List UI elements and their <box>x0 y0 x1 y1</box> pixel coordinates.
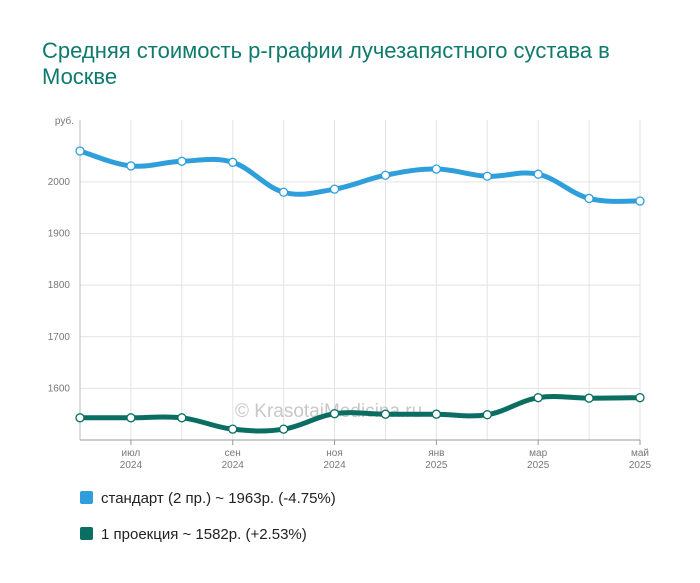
chart-series <box>75 146 645 434</box>
data-point <box>584 193 594 204</box>
y-tick-label: 2000 <box>48 177 71 188</box>
x-tick-label-year: 2024 <box>222 460 245 471</box>
y-tick-label: 1800 <box>48 280 71 291</box>
data-point <box>584 393 594 403</box>
data-point <box>329 409 340 419</box>
chart-grid <box>79 120 641 440</box>
data-point <box>228 424 238 434</box>
data-point <box>482 410 492 420</box>
x-tick-label-month: июл <box>122 448 141 459</box>
data-point <box>380 170 391 180</box>
data-point <box>278 424 289 434</box>
data-point <box>482 171 492 181</box>
x-tick-label-year: 2025 <box>629 460 652 471</box>
data-point <box>329 184 340 194</box>
data-point <box>126 413 136 423</box>
x-tick-label-month: янв <box>428 448 444 459</box>
data-point <box>635 393 645 403</box>
data-point <box>126 161 136 171</box>
data-point <box>533 393 543 403</box>
y-unit-label: руб. <box>55 115 74 127</box>
x-tick-label-month: ноя <box>326 448 343 459</box>
watermark: © KrasotaiMedicina.ru <box>235 401 422 422</box>
data-point <box>228 157 238 167</box>
data-point <box>431 164 442 174</box>
data-point <box>177 413 187 423</box>
x-tick-label-year: 2025 <box>527 460 550 471</box>
x-tick-label-month: сен <box>225 448 241 459</box>
chart-title: Средняя стоимость р-графии лучезапястног… <box>42 38 610 89</box>
data-point <box>75 413 85 423</box>
series-0 <box>75 146 645 206</box>
y-tick-label: 1600 <box>48 383 71 394</box>
y-tick-label: 1700 <box>48 332 71 343</box>
y-tick-label: 1900 <box>48 229 71 240</box>
legend-label-one-projection: 1 проекция ~ 1582р. (+2.53%) <box>101 526 307 543</box>
legend-item-one-projection[interactable]: 1 проекция ~ 1582р. (+2.53%) <box>80 526 307 543</box>
x-tick-label-month: май <box>631 448 649 459</box>
legend-item-standard[interactable]: стандарт (2 пр.) ~ 1963р. (-4.75%) <box>80 490 336 507</box>
data-point <box>177 156 187 166</box>
chart-axes: 16001700180019002000руб.июл2024сен2024но… <box>48 115 652 471</box>
data-point <box>75 146 85 156</box>
data-point <box>278 187 289 197</box>
data-point <box>380 409 391 419</box>
data-point <box>635 196 645 206</box>
data-point <box>533 169 543 179</box>
series-1 <box>75 393 645 434</box>
legend-swatch-standard <box>80 491 93 504</box>
x-tick-label-year: 2024 <box>120 460 143 471</box>
legend-label-standard: стандарт (2 пр.) ~ 1963р. (-4.75%) <box>101 490 336 507</box>
x-tick-label-year: 2024 <box>323 460 346 471</box>
legend-swatch-one-projection <box>80 527 93 540</box>
data-point <box>431 409 442 419</box>
x-tick-label-month: мар <box>529 448 547 459</box>
series-line <box>77 148 643 204</box>
x-tick-label-year: 2025 <box>425 460 448 471</box>
